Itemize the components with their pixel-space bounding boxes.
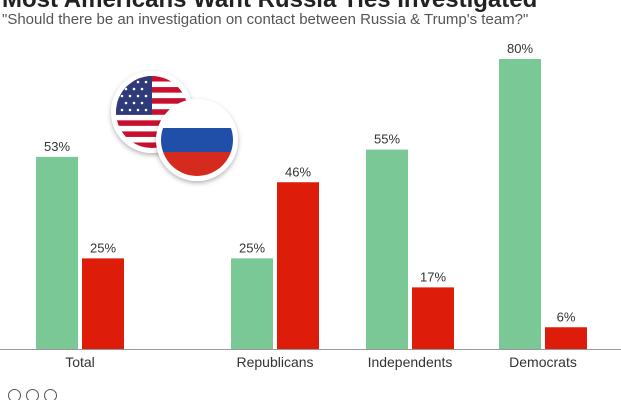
data-label-independents-no: 17% <box>420 269 446 284</box>
bar-independents-yes <box>366 149 408 349</box>
category-label-republicans: Republicans <box>236 354 313 370</box>
russia-flag-icon <box>156 99 238 181</box>
cc-icon <box>8 389 21 400</box>
bar-democrats-no <box>545 327 587 349</box>
data-label-democrats-yes: 80% <box>507 41 533 56</box>
data-label-total-yes: 53% <box>44 139 70 154</box>
data-label-total-no: 25% <box>90 240 116 255</box>
data-label-republicans-yes: 25% <box>239 240 265 255</box>
bar-republicans-no <box>277 182 319 349</box>
chart-title: Most Americans Want Russia Ties Investig… <box>2 0 537 14</box>
us-flag-icon <box>111 71 193 153</box>
bar-total-no <box>82 258 124 349</box>
category-label-democrats: Democrats <box>509 354 577 370</box>
equals-icon <box>44 389 57 400</box>
bar-democrats-yes <box>499 59 541 349</box>
info-icon <box>26 389 39 400</box>
data-label-independents-yes: 55% <box>374 132 400 147</box>
category-label-total: Total <box>65 354 95 370</box>
chart-subtitle: "Should there be an investigation on con… <box>2 11 529 28</box>
data-label-republicans-no: 46% <box>285 164 311 179</box>
data-label-democrats-no: 6% <box>557 309 576 324</box>
bar-total-yes <box>36 156 78 349</box>
category-label-independents: Independents <box>368 354 453 370</box>
bar-independents-no <box>412 287 454 349</box>
bar-republicans-yes <box>231 258 273 349</box>
